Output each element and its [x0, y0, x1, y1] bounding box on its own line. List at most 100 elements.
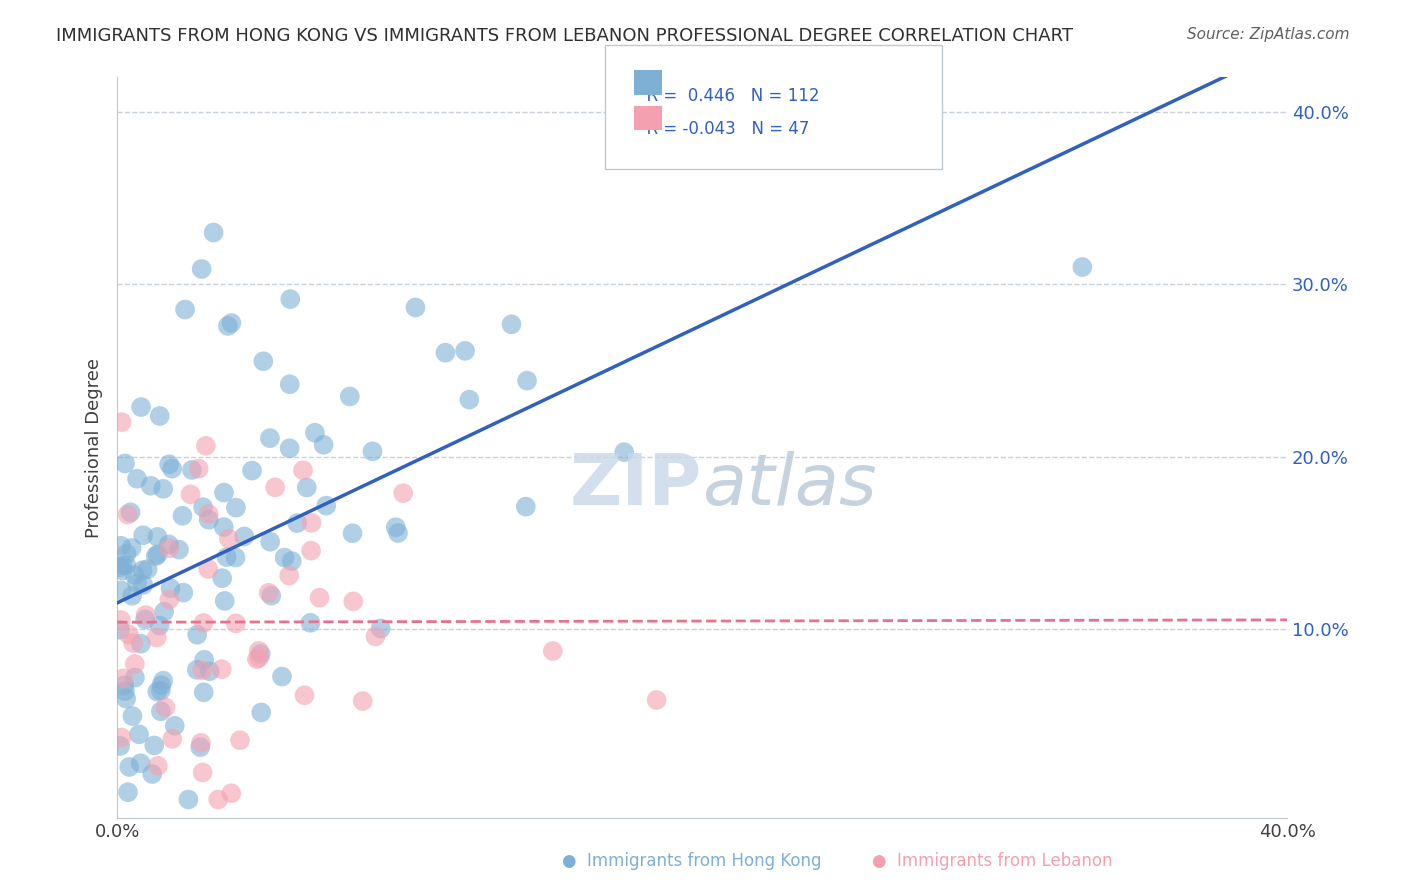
hk — [188, 740, 211, 755]
hk — [139, 479, 162, 493]
hk — [281, 554, 304, 568]
hk — [152, 673, 174, 688]
hk — [121, 589, 143, 603]
lb — [229, 733, 252, 747]
hk — [132, 578, 155, 592]
lb — [124, 657, 146, 671]
hk — [146, 684, 169, 698]
hk — [124, 671, 146, 685]
hk — [285, 516, 308, 530]
hk — [404, 301, 426, 315]
hk — [278, 292, 301, 306]
hk — [108, 623, 131, 637]
hk — [129, 756, 152, 771]
hk — [149, 618, 172, 632]
hk — [240, 464, 263, 478]
hk — [190, 262, 212, 277]
hk — [315, 499, 337, 513]
hk — [134, 612, 156, 626]
hk — [111, 558, 134, 573]
hk — [136, 562, 159, 576]
hk — [295, 481, 318, 495]
hk — [146, 548, 169, 562]
hk — [129, 400, 152, 414]
lb — [308, 591, 330, 605]
hk — [217, 318, 239, 333]
hk — [121, 709, 143, 723]
hk — [112, 678, 135, 692]
hk — [111, 564, 134, 578]
hk — [167, 542, 190, 557]
lb — [191, 765, 214, 780]
hk — [108, 560, 131, 574]
lb — [392, 486, 415, 500]
lb — [197, 507, 219, 521]
hk — [152, 482, 174, 496]
hk — [193, 653, 215, 667]
hk — [157, 537, 180, 551]
hk — [129, 637, 152, 651]
hk — [115, 691, 138, 706]
Text: atlas: atlas — [702, 450, 877, 519]
Text: Source: ZipAtlas.com: Source: ZipAtlas.com — [1187, 27, 1350, 42]
lb — [246, 652, 269, 666]
hk — [260, 589, 283, 603]
hk — [516, 374, 538, 388]
hk — [384, 520, 406, 534]
lb — [122, 636, 145, 650]
lb — [342, 594, 364, 608]
hk — [252, 354, 274, 368]
hk — [278, 377, 301, 392]
lb — [218, 532, 240, 546]
lb — [197, 562, 219, 576]
hk — [221, 316, 243, 330]
Y-axis label: Professional Degree: Professional Degree — [86, 358, 103, 538]
hk — [128, 727, 150, 741]
lb — [155, 700, 177, 714]
hk — [160, 461, 183, 475]
hk — [225, 550, 247, 565]
lb — [118, 627, 141, 641]
lb — [110, 731, 132, 745]
hk — [259, 431, 281, 445]
lb — [162, 731, 184, 746]
hk — [110, 583, 132, 598]
hk — [186, 628, 208, 642]
hk — [214, 594, 236, 608]
lb — [117, 508, 139, 522]
Text: R = -0.043   N = 47: R = -0.043 N = 47 — [636, 120, 808, 138]
hk — [110, 539, 132, 553]
hk — [172, 585, 194, 599]
hk — [212, 520, 235, 534]
hk — [149, 409, 172, 423]
hk — [124, 568, 146, 582]
hk — [613, 445, 636, 459]
lb — [146, 759, 169, 773]
lb — [112, 671, 135, 685]
hk — [273, 550, 295, 565]
lb — [211, 662, 233, 676]
lb — [352, 694, 374, 708]
hk — [114, 684, 136, 698]
hk — [125, 472, 148, 486]
hk — [120, 505, 142, 519]
hk — [299, 615, 322, 630]
hk — [312, 438, 335, 452]
hk — [271, 669, 294, 683]
hk — [146, 530, 169, 544]
hk — [172, 508, 194, 523]
hk — [121, 541, 143, 555]
lb — [207, 792, 229, 806]
hk — [157, 458, 180, 472]
lb — [135, 608, 157, 623]
hk — [153, 605, 176, 619]
hk — [339, 389, 361, 403]
lb — [264, 480, 287, 494]
hk — [108, 739, 131, 753]
hk — [233, 529, 256, 543]
hk — [304, 425, 326, 440]
hk — [174, 302, 197, 317]
hk — [177, 792, 200, 806]
hk — [117, 785, 139, 799]
Text: ●  Immigrants from Lebanon: ● Immigrants from Lebanon — [872, 852, 1112, 870]
